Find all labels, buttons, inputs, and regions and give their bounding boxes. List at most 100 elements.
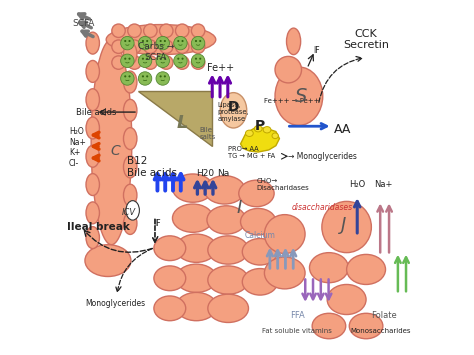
Text: Lipase,
protease,
amylase: Lipase, protease, amylase: [218, 102, 249, 122]
Ellipse shape: [246, 130, 253, 136]
Ellipse shape: [327, 284, 366, 315]
Circle shape: [199, 40, 201, 42]
Ellipse shape: [346, 255, 385, 284]
Circle shape: [195, 58, 197, 60]
Circle shape: [160, 58, 162, 60]
Ellipse shape: [239, 180, 274, 207]
Ellipse shape: [207, 206, 246, 234]
Text: Monosaccharides: Monosaccharides: [350, 328, 410, 334]
Ellipse shape: [128, 40, 141, 53]
Text: SCFA: SCFA: [73, 19, 95, 28]
Ellipse shape: [128, 56, 141, 69]
Circle shape: [142, 75, 144, 77]
Ellipse shape: [126, 201, 139, 220]
Text: S: S: [294, 87, 307, 106]
Circle shape: [128, 58, 130, 60]
Ellipse shape: [86, 117, 100, 139]
Ellipse shape: [124, 184, 137, 206]
Text: P: P: [255, 119, 265, 133]
Ellipse shape: [124, 156, 137, 178]
Text: IF: IF: [154, 219, 161, 228]
Text: Calcium: Calcium: [245, 231, 275, 240]
Text: FFA: FFA: [290, 311, 304, 320]
Circle shape: [124, 58, 126, 60]
Text: Ileal break: Ileal break: [67, 222, 130, 232]
Ellipse shape: [124, 99, 137, 121]
Ellipse shape: [220, 93, 247, 128]
Ellipse shape: [112, 24, 125, 38]
Ellipse shape: [208, 236, 248, 264]
Text: J: J: [340, 216, 346, 234]
Text: CCK
Secretin: CCK Secretin: [343, 29, 389, 50]
Text: AA: AA: [334, 123, 352, 136]
Ellipse shape: [275, 67, 323, 125]
Text: L: L: [176, 114, 188, 132]
Ellipse shape: [86, 145, 100, 167]
Ellipse shape: [160, 40, 173, 53]
Ellipse shape: [255, 126, 262, 132]
Ellipse shape: [124, 71, 137, 93]
Ellipse shape: [176, 293, 217, 321]
Text: Folate: Folate: [371, 311, 397, 320]
Ellipse shape: [275, 56, 301, 83]
Ellipse shape: [176, 234, 217, 262]
Ellipse shape: [124, 213, 137, 234]
Ellipse shape: [264, 257, 305, 289]
Text: CHO→
Disacharidases: CHO→ Disacharidases: [256, 178, 309, 191]
Text: Fat soluble vitamins: Fat soluble vitamins: [262, 328, 332, 334]
Text: Monoglycerides: Monoglycerides: [85, 299, 145, 307]
Ellipse shape: [154, 236, 186, 261]
Text: B12
Bile acids: B12 Bile acids: [128, 156, 177, 178]
Ellipse shape: [112, 40, 125, 53]
Circle shape: [121, 54, 134, 67]
Circle shape: [146, 40, 148, 42]
Circle shape: [124, 40, 126, 42]
Ellipse shape: [208, 294, 248, 322]
Ellipse shape: [85, 245, 131, 277]
Text: H20: H20: [196, 169, 214, 179]
Ellipse shape: [349, 313, 383, 339]
Ellipse shape: [160, 56, 173, 69]
Ellipse shape: [86, 89, 100, 111]
Circle shape: [156, 37, 170, 50]
Circle shape: [195, 40, 197, 42]
Text: Bile
salts: Bile salts: [200, 127, 216, 140]
Ellipse shape: [208, 266, 248, 294]
Circle shape: [199, 58, 201, 60]
Circle shape: [182, 58, 183, 60]
Circle shape: [124, 75, 126, 77]
Ellipse shape: [154, 266, 186, 291]
Ellipse shape: [175, 56, 189, 69]
Ellipse shape: [175, 24, 189, 38]
Ellipse shape: [112, 56, 125, 69]
Ellipse shape: [106, 24, 216, 55]
Text: Fe++: Fe++: [207, 63, 234, 73]
Circle shape: [191, 37, 205, 50]
Text: C: C: [110, 144, 120, 158]
Text: → Monoglycerides: → Monoglycerides: [288, 152, 357, 161]
Circle shape: [160, 75, 162, 77]
Circle shape: [164, 40, 166, 42]
Polygon shape: [138, 91, 212, 146]
Ellipse shape: [173, 174, 213, 202]
Ellipse shape: [263, 127, 271, 133]
Circle shape: [146, 58, 148, 60]
Ellipse shape: [154, 296, 186, 321]
Circle shape: [164, 58, 166, 60]
Ellipse shape: [160, 24, 173, 38]
Text: Fe+++ → Fe++: Fe+++ → Fe++: [264, 98, 319, 104]
Ellipse shape: [242, 239, 278, 265]
Text: Na: Na: [218, 169, 230, 179]
Ellipse shape: [191, 40, 205, 53]
Ellipse shape: [86, 202, 100, 224]
Text: PRO→ AA
TG → MG + FA: PRO→ AA TG → MG + FA: [228, 146, 275, 159]
Text: ICV: ICV: [122, 208, 136, 217]
Circle shape: [164, 75, 166, 77]
Ellipse shape: [242, 268, 278, 295]
Text: D: D: [228, 100, 239, 114]
Circle shape: [191, 54, 205, 67]
Ellipse shape: [312, 313, 346, 339]
Ellipse shape: [144, 56, 157, 69]
Ellipse shape: [310, 253, 348, 283]
Ellipse shape: [124, 128, 137, 149]
